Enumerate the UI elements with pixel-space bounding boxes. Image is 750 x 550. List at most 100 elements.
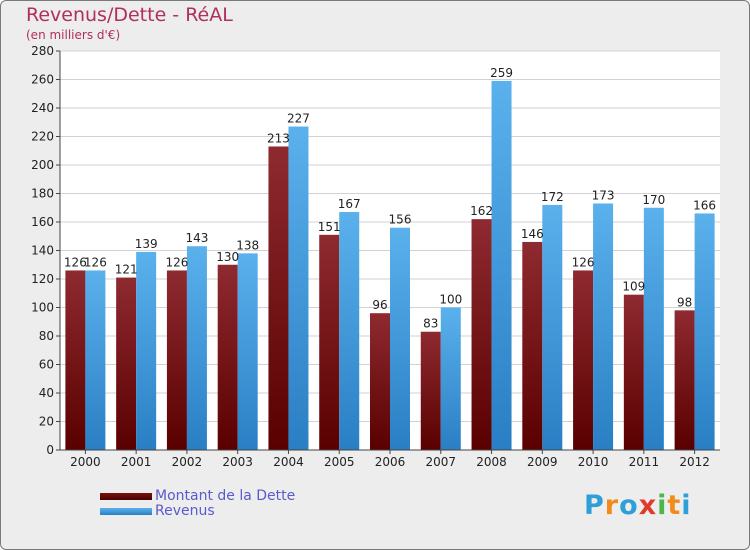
value-label-dette-2006: 96	[372, 298, 387, 312]
x-tick-label: 2001	[121, 455, 152, 469]
value-label-revenus-2001: 139	[135, 237, 158, 251]
value-label-revenus-2009: 172	[541, 190, 564, 204]
y-tick-label: 80	[39, 329, 54, 343]
y-tick-label: 200	[31, 158, 54, 172]
x-tick-label: 2010	[578, 455, 609, 469]
value-label-dette-2008: 162	[470, 204, 493, 218]
bar-revenus-2009	[542, 204, 563, 450]
logo-letter: t	[667, 490, 682, 521]
value-label-dette-2007: 83	[423, 317, 438, 331]
x-tick-label: 2002	[172, 455, 203, 469]
y-tick-label: 40	[39, 386, 54, 400]
value-label-revenus-2006: 156	[389, 213, 412, 227]
legend-item-revenus: Revenus	[100, 503, 215, 519]
y-tick-label: 120	[31, 272, 54, 286]
y-tick-label: 160	[31, 215, 54, 229]
logo-letter: r	[604, 490, 620, 521]
bar-dette-2009	[522, 241, 543, 450]
bar-dette-2011	[623, 294, 644, 450]
axes: 0 20 40 60 80 100 120 140 160 180 200 220 240 260 280 2…	[31, 44, 720, 469]
logo-letter: P	[584, 490, 605, 521]
value-label-dette-2004: 213	[267, 131, 290, 145]
y-tick-label: 240	[31, 101, 54, 115]
value-label-dette-2000: 126	[64, 255, 87, 269]
bar-dette-2000	[65, 270, 86, 450]
bar-revenus-2012	[694, 213, 715, 450]
bar-revenus-2002	[186, 246, 207, 450]
bar-dette-2010	[573, 270, 594, 450]
logo-letter: i	[681, 490, 692, 521]
x-tick-label: 2004	[273, 455, 304, 469]
bar-revenus-2004	[288, 126, 309, 451]
bar-dette-2008	[471, 219, 492, 450]
value-label-revenus-2011: 170	[642, 193, 665, 207]
bar-revenus-2005	[339, 212, 360, 450]
legend-swatch-revenus	[100, 507, 152, 515]
value-label-dette-2009: 146	[521, 227, 544, 241]
bar-dette-2006	[370, 313, 390, 450]
bar-dette-2012	[674, 310, 695, 450]
logo-letter: i	[657, 490, 668, 521]
y-tick-label: 20	[39, 415, 54, 429]
value-label-revenus-2007: 100	[439, 293, 462, 307]
value-label-revenus-2005: 167	[338, 197, 361, 211]
legend-item-debt: Montant de la Dette	[100, 488, 295, 504]
value-label-revenus-2000: 126	[84, 255, 107, 269]
value-label-dette-2010: 126	[572, 255, 595, 269]
proxiti-logo: Proxiti	[584, 490, 692, 521]
bar-revenus-2007	[440, 307, 461, 450]
bar-revenus-2000	[85, 270, 106, 450]
bar-revenus-2010	[593, 203, 614, 450]
value-label-revenus-2008: 259	[490, 66, 513, 80]
bar-revenus-2008	[491, 80, 512, 451]
value-label-revenus-2003: 138	[236, 238, 259, 252]
x-tick-label: 2011	[629, 455, 660, 469]
bars	[65, 80, 715, 451]
bar-dette-2007	[420, 331, 441, 450]
logo-letter: x	[638, 490, 658, 521]
legend-label-debt: Montant de la Dette	[155, 488, 296, 504]
bar-revenus-2011	[643, 207, 664, 450]
x-tick-label: 2005	[324, 455, 355, 469]
x-tick-label: 2007	[425, 455, 456, 469]
chart-subtitle: (en milliers d'€)	[26, 28, 121, 42]
bar-dette-2004	[268, 146, 289, 450]
bar-dette-2002	[166, 270, 187, 450]
y-tick-label: 220	[31, 130, 54, 144]
y-tick-label: 280	[31, 44, 54, 58]
x-tick-label: 2009	[527, 455, 558, 469]
value-label-dette-2012: 98	[677, 295, 692, 309]
bar-dette-2005	[319, 234, 340, 450]
value-label-dette-2011: 109	[622, 280, 645, 294]
legend-label-revenus: Revenus	[155, 503, 215, 519]
bar-revenus-2006	[390, 227, 410, 450]
x-tick-label: 2008	[476, 455, 507, 469]
x-tick-label: 2012	[679, 455, 710, 469]
value-label-dette-2005: 151	[318, 220, 341, 234]
y-tick-label: 180	[31, 187, 54, 201]
value-label-dette-2001: 121	[115, 263, 138, 277]
bar-revenus-2003	[237, 253, 258, 450]
y-tick-label: 140	[31, 244, 54, 258]
y-tick-label: 100	[31, 301, 54, 315]
value-label-dette-2002: 126	[165, 255, 188, 269]
y-tick-label: 60	[39, 358, 54, 372]
y-tick-label: 260	[31, 73, 54, 87]
value-label-revenus-2004: 227	[287, 112, 310, 126]
value-label-dette-2003: 130	[216, 250, 239, 264]
value-label-revenus-2002: 143	[185, 231, 208, 245]
chart-title: Revenus/Dette - RéAL	[26, 4, 233, 26]
value-label-revenus-2012: 166	[693, 198, 716, 212]
value-label-revenus-2010: 173	[592, 188, 615, 202]
x-tick-label: 2003	[222, 455, 253, 469]
y-tick-label: 0	[46, 443, 54, 457]
value-labels: 1261261211391261431301382132271511679615…	[64, 66, 716, 331]
logo-letter: o	[619, 490, 639, 521]
bar-dette-2003	[217, 264, 238, 450]
x-tick-label: 2000	[70, 455, 101, 469]
legend-swatch-debt	[100, 492, 152, 500]
bar-dette-2001	[116, 277, 137, 450]
bar-revenus-2001	[136, 251, 157, 450]
x-tick-label: 2006	[375, 455, 406, 469]
